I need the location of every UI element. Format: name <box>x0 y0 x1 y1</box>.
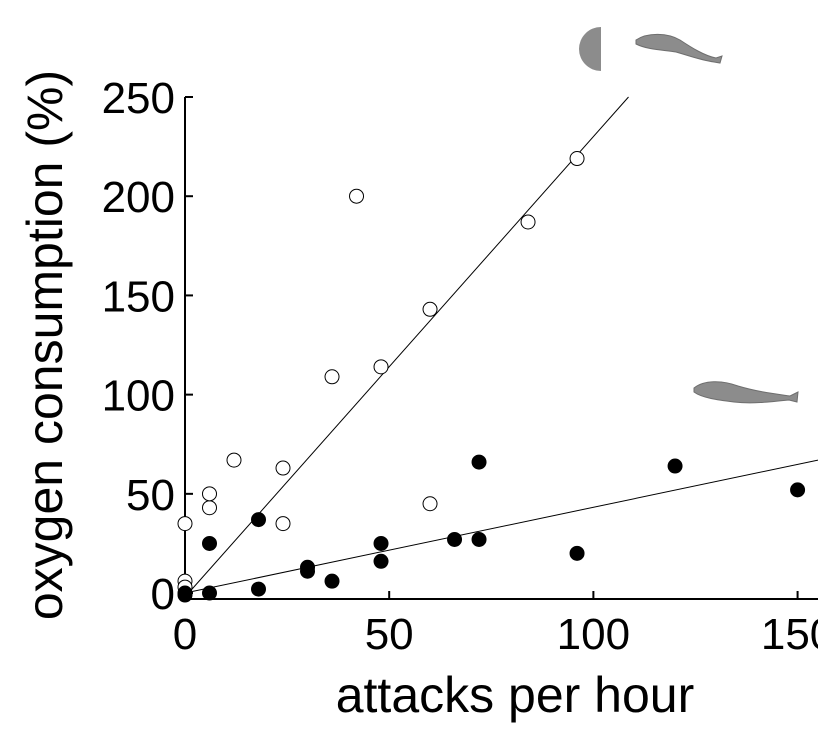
open-point <box>422 496 438 512</box>
y-tick-label: 50 <box>126 471 175 520</box>
open-point <box>202 500 218 516</box>
filled-point <box>177 587 193 603</box>
x-tick-label: 50 <box>365 610 414 659</box>
open-point <box>275 516 291 532</box>
y-tick-label: 150 <box>102 272 175 321</box>
filled-point <box>471 454 487 470</box>
filled-point <box>324 573 340 589</box>
filled-point <box>251 512 267 528</box>
filled-point <box>251 581 267 597</box>
icon-fish-straight <box>693 381 799 404</box>
open-point <box>275 460 291 476</box>
y-tick-label: 0 <box>151 570 175 619</box>
x-axis-label: attacks per hour <box>336 667 695 723</box>
open-point <box>373 359 389 375</box>
filled-point <box>447 531 463 547</box>
y-tick-label: 200 <box>102 173 175 222</box>
y-axis-label: oxygen consumption (%) <box>17 70 73 620</box>
x-tick-label: 0 <box>173 610 197 659</box>
fit-line <box>184 459 818 594</box>
filled-point <box>790 482 806 498</box>
open-point <box>422 301 438 317</box>
filled-point <box>471 531 487 547</box>
open-point <box>177 516 193 532</box>
filled-point <box>373 553 389 569</box>
icon-fish-curved <box>635 33 723 64</box>
filled-point <box>202 585 218 601</box>
open-point <box>226 452 242 468</box>
filled-point <box>202 535 218 551</box>
filled-point <box>667 458 683 474</box>
x-tick-label: 100 <box>557 610 630 659</box>
filled-point <box>300 563 316 579</box>
x-tick-label: 150 <box>761 610 818 659</box>
y-tick-label: 100 <box>102 372 175 421</box>
open-point <box>520 214 536 230</box>
filled-point <box>373 535 389 551</box>
open-point <box>569 151 585 167</box>
open-point <box>324 369 340 385</box>
open-point <box>349 188 365 204</box>
filled-point <box>569 545 585 561</box>
open-point <box>202 486 218 502</box>
y-tick-label: 250 <box>102 74 175 123</box>
icon-half-circle <box>579 27 601 71</box>
